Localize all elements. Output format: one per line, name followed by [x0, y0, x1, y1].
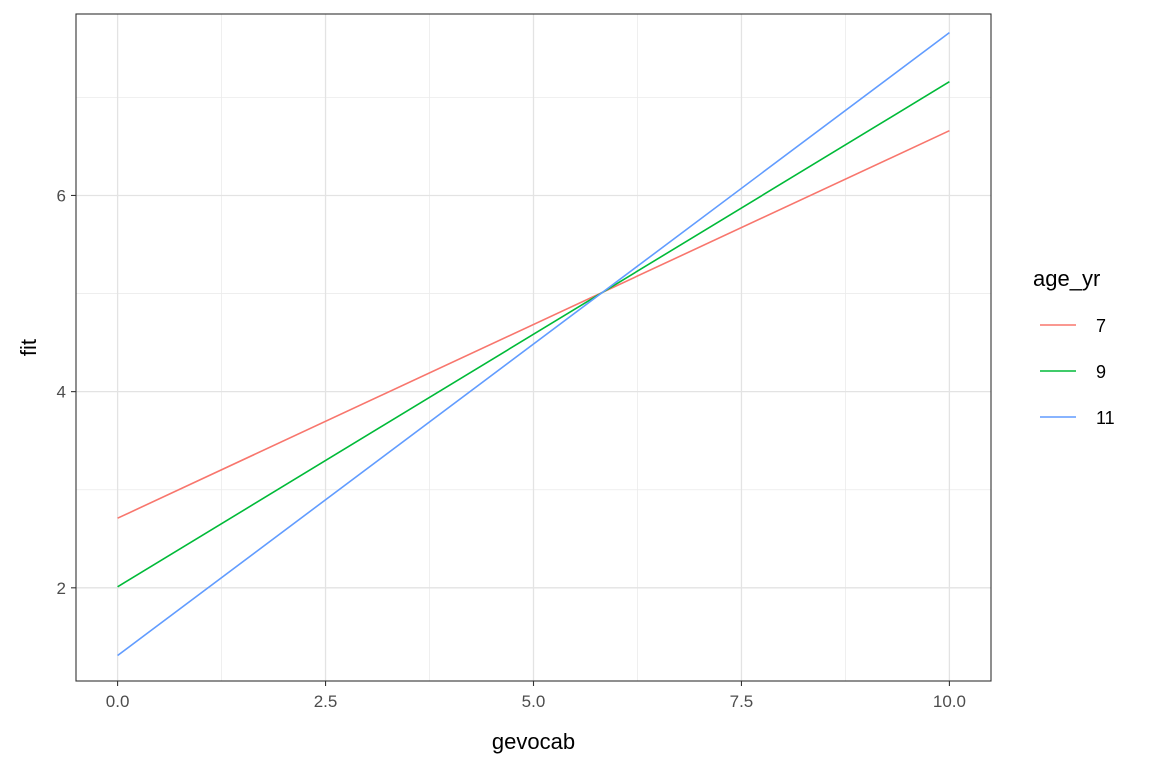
series-line-11	[117, 31, 950, 657]
x-tick-label: 5.0	[522, 692, 546, 711]
x-tick-label: 0.0	[106, 692, 130, 711]
x-axis: 0.0 2.5 5.0 7.5 10.0	[106, 681, 966, 711]
legend: age_yr 7 9 11	[1033, 266, 1115, 428]
x-tick-label: 2.5	[314, 692, 338, 711]
major-gridlines	[76, 14, 991, 681]
series-lines	[117, 31, 950, 657]
series-line-9	[117, 81, 950, 588]
y-tick-label: 2	[57, 579, 66, 598]
y-axis-title: fit	[16, 339, 41, 356]
x-tick-label: 10.0	[933, 692, 966, 711]
x-tick-label: 7.5	[730, 692, 754, 711]
x-axis-title: gevocab	[492, 729, 575, 754]
legend-label-7: 7	[1096, 316, 1106, 336]
y-axis: 2 4 6	[57, 186, 76, 598]
y-tick-label: 6	[57, 186, 66, 205]
legend-label-9: 9	[1096, 362, 1106, 382]
legend-label-11: 11	[1096, 408, 1115, 428]
legend-title: age_yr	[1033, 266, 1100, 291]
series-line-7	[117, 129, 950, 519]
y-tick-label: 4	[57, 383, 66, 402]
